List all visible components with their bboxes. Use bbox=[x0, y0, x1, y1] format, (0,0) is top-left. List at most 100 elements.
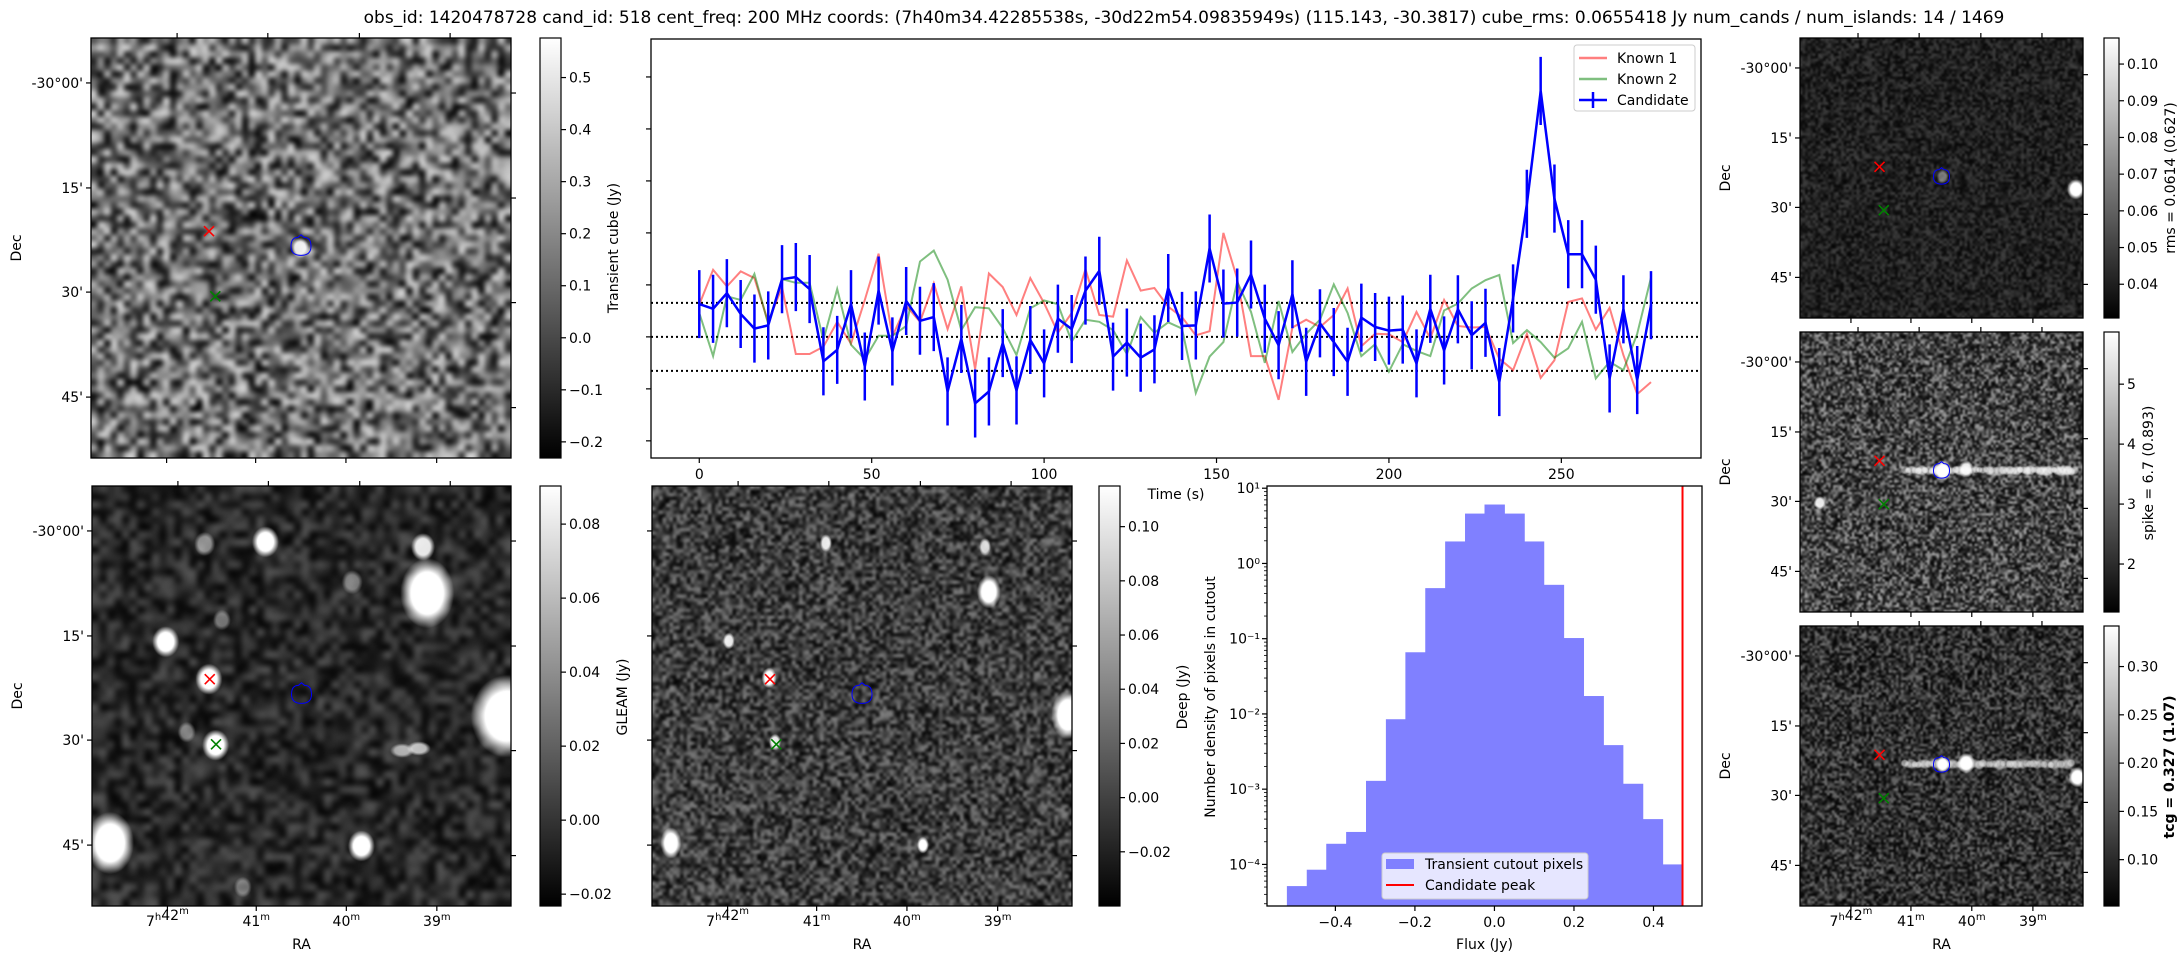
tcg-colorbar-label: tcg = 0.327 (1.07) bbox=[2162, 696, 2178, 839]
legend-swatch bbox=[1386, 859, 1414, 869]
figure-title: obs_id: 1420478728 cand_id: 518 cent_fre… bbox=[364, 8, 2005, 28]
histogram-bar bbox=[1306, 869, 1327, 906]
ra-tick-label: 39m bbox=[423, 912, 451, 930]
deep-image bbox=[652, 486, 1072, 906]
candidate-contour bbox=[290, 682, 313, 704]
colorbar-tick-label: 0.06 bbox=[1128, 628, 1159, 644]
deep-frame bbox=[651, 485, 1073, 907]
colorbar-tick-label: 0.08 bbox=[569, 517, 600, 533]
x-tick-label: 250 bbox=[1548, 467, 1575, 483]
dec-tick-label: 15' bbox=[62, 629, 84, 645]
transient-frame bbox=[90, 37, 512, 459]
y-axis-label: Number density of pixels in cutout bbox=[1203, 576, 1219, 818]
legend-box bbox=[1573, 44, 1696, 112]
tcg-colorbar bbox=[2103, 625, 2120, 907]
rms-frame bbox=[1799, 37, 2084, 319]
colorbar-tick-label: −0.02 bbox=[1128, 845, 1171, 861]
ra-tick-label: 39m bbox=[2019, 912, 2047, 930]
plot-area bbox=[651, 39, 1701, 458]
colorbar-tick-label: −0.2 bbox=[569, 435, 603, 451]
colorbar-tick-label: 0.5 bbox=[569, 71, 591, 87]
known2-marker-x-icon bbox=[210, 738, 222, 750]
ra-tick-label: 41m bbox=[242, 912, 270, 930]
x-tick-label: 150 bbox=[1203, 467, 1230, 483]
histogram-bar bbox=[1286, 886, 1308, 906]
dec-tick-label: 30' bbox=[62, 733, 84, 749]
x-tick-label: 100 bbox=[1031, 467, 1058, 483]
x-tick-label: −0.2 bbox=[1398, 915, 1432, 931]
candidate-contour bbox=[1932, 755, 1951, 773]
colorbar-tick-label: 0.06 bbox=[2127, 204, 2158, 220]
dec-tick-label: -30°00' bbox=[32, 524, 84, 540]
known1-marker-x-icon bbox=[764, 673, 776, 685]
dec-axis-label: Dec bbox=[10, 682, 26, 709]
gleam-colorbar-label: GLEAM (Jy) bbox=[615, 659, 631, 736]
colorbar-tick-label: 0.00 bbox=[1128, 791, 1159, 807]
dec-tick-label: 15' bbox=[1770, 719, 1792, 735]
spike-image bbox=[1800, 332, 2083, 612]
colorbar-tick-label: 0.10 bbox=[2127, 57, 2158, 73]
known1-marker-x-icon bbox=[1873, 455, 1886, 467]
colorbar-tick-label: 0.07 bbox=[2127, 167, 2158, 183]
histogram-bar bbox=[1405, 652, 1426, 906]
rms-image bbox=[1800, 38, 2083, 318]
known1-marker-x-icon bbox=[203, 225, 215, 237]
x-tick-label: −0.4 bbox=[1318, 915, 1352, 931]
dec-tick-label: 30' bbox=[1770, 494, 1792, 510]
histogram-bar bbox=[1425, 588, 1446, 906]
spike-frame bbox=[1799, 331, 2084, 613]
histogram-bar bbox=[1346, 831, 1367, 906]
transient-cube-image bbox=[91, 38, 511, 458]
ra-tick-label: 41m bbox=[1897, 912, 1925, 930]
colorbar-tick-label: 0.25 bbox=[2127, 708, 2158, 724]
dec-tick-label: -30°00' bbox=[1740, 649, 1792, 665]
histogram-bar bbox=[1563, 638, 1585, 906]
light-curve-legend: Known 1 Known 2 Candidate bbox=[1573, 44, 1696, 112]
colorbar-tick-label: 0.2 bbox=[569, 227, 591, 243]
dec-tick-label: -30°00' bbox=[31, 76, 83, 92]
spike-colorbar bbox=[2103, 331, 2120, 613]
colorbar-tick-label: 0.09 bbox=[2127, 94, 2158, 110]
rms-colorbar bbox=[2103, 37, 2120, 319]
colorbar-tick-label: 0.10 bbox=[2127, 853, 2158, 869]
colorbar-tick-label: −0.1 bbox=[569, 383, 603, 399]
known2-marker-x-icon bbox=[1878, 498, 1890, 510]
ra-tick-label: 40m bbox=[1958, 912, 1986, 930]
rms-panel bbox=[1799, 37, 2084, 319]
colorbar-tick-label: 0.06 bbox=[569, 591, 600, 607]
dec-tick-label: -30°00' bbox=[1740, 355, 1792, 371]
histogram-bar bbox=[1642, 819, 1664, 906]
histogram-bar bbox=[1622, 783, 1644, 906]
known2-marker-x-icon bbox=[209, 290, 221, 302]
dec-tick-label: 15' bbox=[1770, 131, 1792, 147]
histogram-legend: Transient cutout pixels Candidate peak bbox=[1381, 852, 1589, 900]
legend-label: Candidate peak bbox=[1425, 878, 1536, 894]
colorbar-tick-label: 0.1 bbox=[569, 279, 591, 295]
histogram-bar bbox=[1326, 843, 1347, 906]
colorbar-tick-label: 0.08 bbox=[2127, 130, 2158, 146]
colorbar-tick-label: 0.04 bbox=[2127, 277, 2158, 293]
dec-tick-label: 30' bbox=[1770, 200, 1792, 216]
colorbar-tick-label: −0.02 bbox=[569, 887, 612, 903]
series-known-2 bbox=[698, 249, 1652, 397]
rms-colorbar-label: rms = 0.0614 (0.627) bbox=[2163, 102, 2179, 254]
ra-axis-label: RA bbox=[853, 937, 872, 953]
series-known-1 bbox=[698, 232, 1652, 401]
colorbar-tick-label: 3 bbox=[2127, 497, 2136, 513]
colorbar-tick-label: 0.10 bbox=[1128, 520, 1159, 536]
colorbar-tick-label: 0.04 bbox=[1128, 682, 1159, 698]
deep-colorbar bbox=[1098, 485, 1121, 907]
ra-tick-label: 40m bbox=[893, 912, 921, 930]
gleam-panel bbox=[91, 485, 512, 907]
known1-marker-x-icon bbox=[1873, 161, 1886, 173]
known2-marker-x-icon bbox=[1878, 204, 1890, 216]
legend-label: Known 1 bbox=[1617, 51, 1677, 67]
histogram-bar bbox=[1484, 504, 1505, 906]
colorbar-tick-label: 4 bbox=[2127, 437, 2136, 453]
colorbar-tick-label: 0.30 bbox=[2127, 660, 2158, 676]
dec-axis-label: Dec bbox=[1718, 164, 1734, 191]
known2-marker-x-icon bbox=[1878, 792, 1890, 804]
histogram-bar bbox=[1583, 696, 1604, 906]
legend-label: Transient cutout pixels bbox=[1424, 857, 1583, 873]
